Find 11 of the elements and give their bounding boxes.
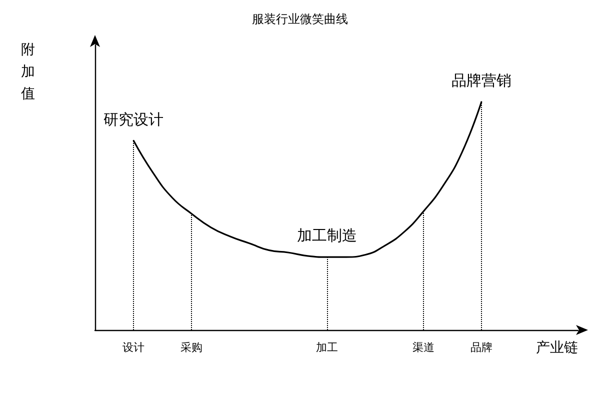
x-tick-label: 渠道 [412, 341, 434, 354]
x-tick-label: 加工 [316, 341, 338, 354]
x-axis-title: 产业链 [536, 340, 578, 356]
y-axis-title: 附加值 [21, 42, 35, 102]
annotation: 品牌营销 [451, 72, 512, 90]
x-tick-label: 设计 [122, 341, 145, 354]
annotation: 研究设计 [104, 110, 164, 128]
x-tick-label: 品牌 [470, 341, 492, 354]
x-tick-label: 采购 [180, 341, 203, 354]
chart-title: 服装行业微笑曲线 [252, 12, 348, 26]
annotation: 加工制造 [296, 226, 357, 245]
